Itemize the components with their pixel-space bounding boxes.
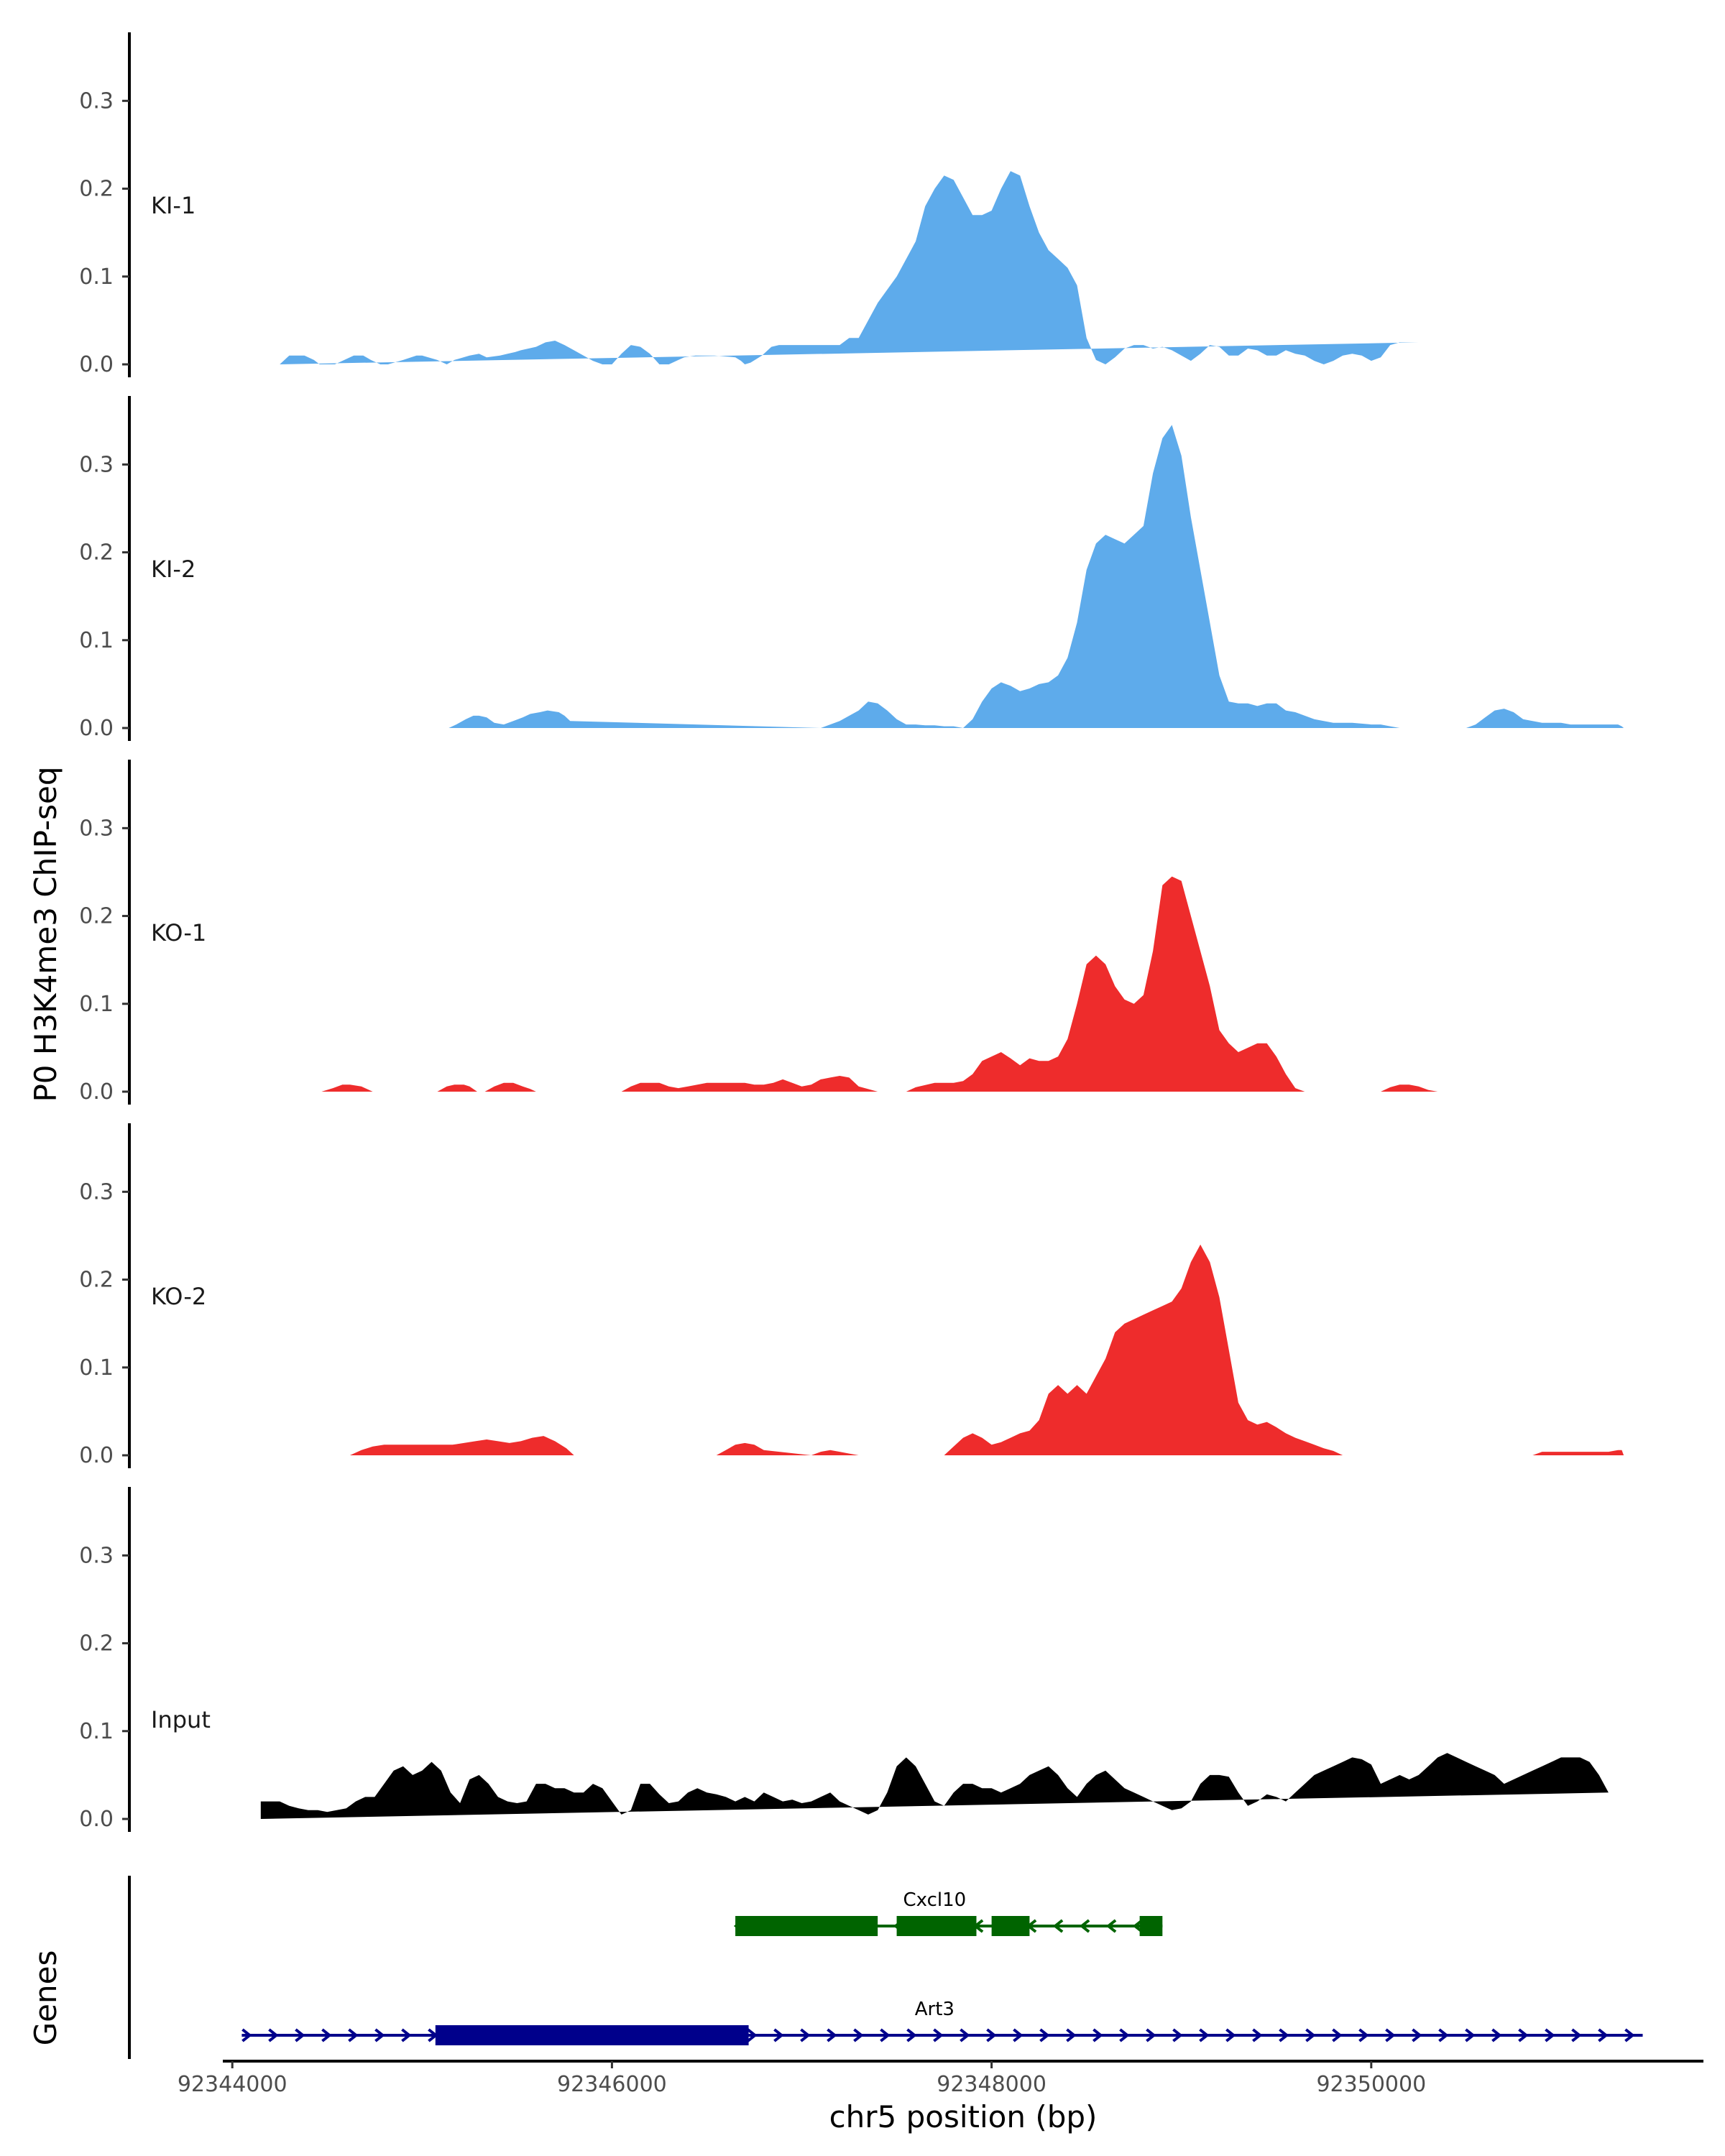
signal-area [260, 1753, 1609, 1819]
strand-chevron [1119, 2028, 1130, 2042]
y-tick-label: 0.2 [79, 1631, 114, 1657]
track-ko-1: 0.0 0.1 0.2 0.3 KO-1 [79, 760, 1438, 1105]
strand-chevron [1039, 2028, 1050, 2042]
signal-area [349, 1244, 1624, 1455]
y-tick-label: 0.1 [79, 992, 114, 1017]
track-label: KO-1 [151, 919, 206, 946]
strand-chevron [986, 2028, 997, 2042]
strand-chevron [321, 2028, 332, 2042]
y-tick-label: 0.2 [79, 540, 114, 566]
y-tick-label: 0.3 [79, 88, 114, 114]
y-tick-label: 0.0 [79, 352, 114, 377]
tracks-layer: 0.00.10.20.3KI-10.00.10.20.3KI-20.00.10.… [79, 32, 1624, 1832]
strand-chevron [747, 2028, 758, 2042]
strand-chevron [800, 2028, 811, 2042]
y-tick-label: 0.1 [79, 1719, 114, 1744]
strand-chevron [1225, 2028, 1236, 2042]
x-tick-label: 92344000 [178, 2072, 288, 2097]
y-tick-label: 0.3 [79, 1543, 114, 1568]
strand-chevron [1199, 2028, 1210, 2042]
strand-chevron [374, 2028, 385, 2042]
strand-chevron [1172, 2028, 1183, 2042]
strand-chevron [268, 2028, 279, 2042]
strand-chevron [1079, 1919, 1090, 1933]
strand-chevron [1438, 2028, 1449, 2042]
gene-cxcl10: Cxcl10 [733, 1889, 1163, 1936]
strand-chevron [1305, 2028, 1316, 2042]
gene-name-label: Cxcl10 [903, 1889, 967, 1911]
strand-chevron [295, 2028, 305, 2042]
y-tick-label: 0.0 [79, 1807, 114, 1832]
strand-chevron [1146, 2028, 1156, 2042]
strand-chevron [1624, 2028, 1635, 2042]
track-label: KO-2 [151, 1283, 206, 1310]
strand-chevron [1279, 2028, 1289, 2042]
strand-chevron [401, 2028, 412, 2042]
strand-chevron [1385, 2028, 1396, 2042]
y-tick-label: 0.3 [79, 452, 114, 477]
gene-art3: Art3 [242, 1999, 1643, 2045]
gene-exon [735, 1916, 878, 1936]
genes-layer: Cxcl10 Art3 [128, 1876, 1643, 2059]
strand-chevron [1332, 2028, 1343, 2042]
x-tick-label: 92350000 [1316, 2072, 1426, 2097]
y-tick-label: 0.2 [79, 177, 114, 202]
track-input: 0.0 0.1 0.2 0.3 Input [79, 1487, 1609, 1832]
gene-exon [991, 1916, 1030, 1936]
y-tick-label: 0.1 [79, 264, 114, 290]
y-tick-label: 0.1 [79, 628, 114, 653]
strand-chevron [1491, 2028, 1502, 2042]
x-axis-title: chr5 position (bp) [829, 2099, 1098, 2134]
strand-chevron [1013, 2028, 1024, 2042]
strand-chevron [853, 2028, 864, 2042]
strand-chevron [1412, 2028, 1422, 2042]
gene-exon [1139, 1916, 1163, 1936]
strand-chevron [1518, 2028, 1529, 2042]
track-ki-1: 0.0 0.1 0.2 0.3 KI-1 [79, 32, 1419, 377]
y-tick-label: 0.0 [79, 1443, 114, 1468]
gene-exon [435, 2025, 749, 2045]
gene-exon [896, 1916, 977, 1936]
strand-chevron [1066, 2028, 1077, 2042]
strand-chevron [1092, 2028, 1103, 2042]
signal-area [321, 876, 1438, 1092]
strand-chevron [827, 2028, 837, 2042]
y-tick-label: 0.3 [79, 816, 114, 841]
strand-chevron [242, 2028, 252, 2042]
strand-chevron [1358, 2028, 1369, 2042]
strand-chevron [1465, 2028, 1476, 2042]
y-tick-label: 0.0 [79, 716, 114, 741]
signal-area [448, 425, 1624, 728]
y-tick-label: 0.2 [79, 1268, 114, 1293]
x-axis: 92344000 92346000 92348000 92350000 [178, 2060, 1703, 2097]
strand-chevron [348, 2028, 359, 2042]
track-ko-2: 0.0 0.1 0.2 0.3 KO-2 [79, 1123, 1624, 1468]
strand-chevron [1571, 2028, 1582, 2042]
y-axis-title: P0 H3K4me3 ChIP-seq [28, 766, 63, 1102]
x-tick-label: 92346000 [557, 2072, 667, 2097]
strand-chevron [1252, 2028, 1263, 2042]
gene-name-label: Art3 [915, 1999, 954, 2020]
strand-chevron [880, 2028, 891, 2042]
strand-chevron [906, 2028, 917, 2042]
track-label: KI-1 [151, 192, 196, 219]
strand-chevron [773, 2028, 784, 2042]
signal-area [280, 171, 1419, 364]
track-ki-2: 0.0 0.1 0.2 0.3 KI-2 [79, 396, 1624, 741]
track-label: KI-2 [151, 556, 196, 583]
y-tick-label: 0.2 [79, 904, 114, 929]
y-tick-label: 0.3 [79, 1179, 114, 1204]
track-label: Input [151, 1706, 211, 1733]
y-tick-label: 0.1 [79, 1355, 114, 1381]
strand-chevron [1052, 1919, 1064, 1933]
strand-chevron [1105, 1919, 1117, 1933]
strand-chevron [960, 2028, 970, 2042]
strand-chevron [933, 2028, 944, 2042]
strand-chevron [1598, 2028, 1609, 2042]
strand-chevron [1545, 2028, 1555, 2042]
genes-axis-title: Genes [28, 1950, 63, 2046]
y-tick-label: 0.0 [79, 1079, 114, 1105]
x-tick-label: 92348000 [937, 2072, 1046, 2097]
